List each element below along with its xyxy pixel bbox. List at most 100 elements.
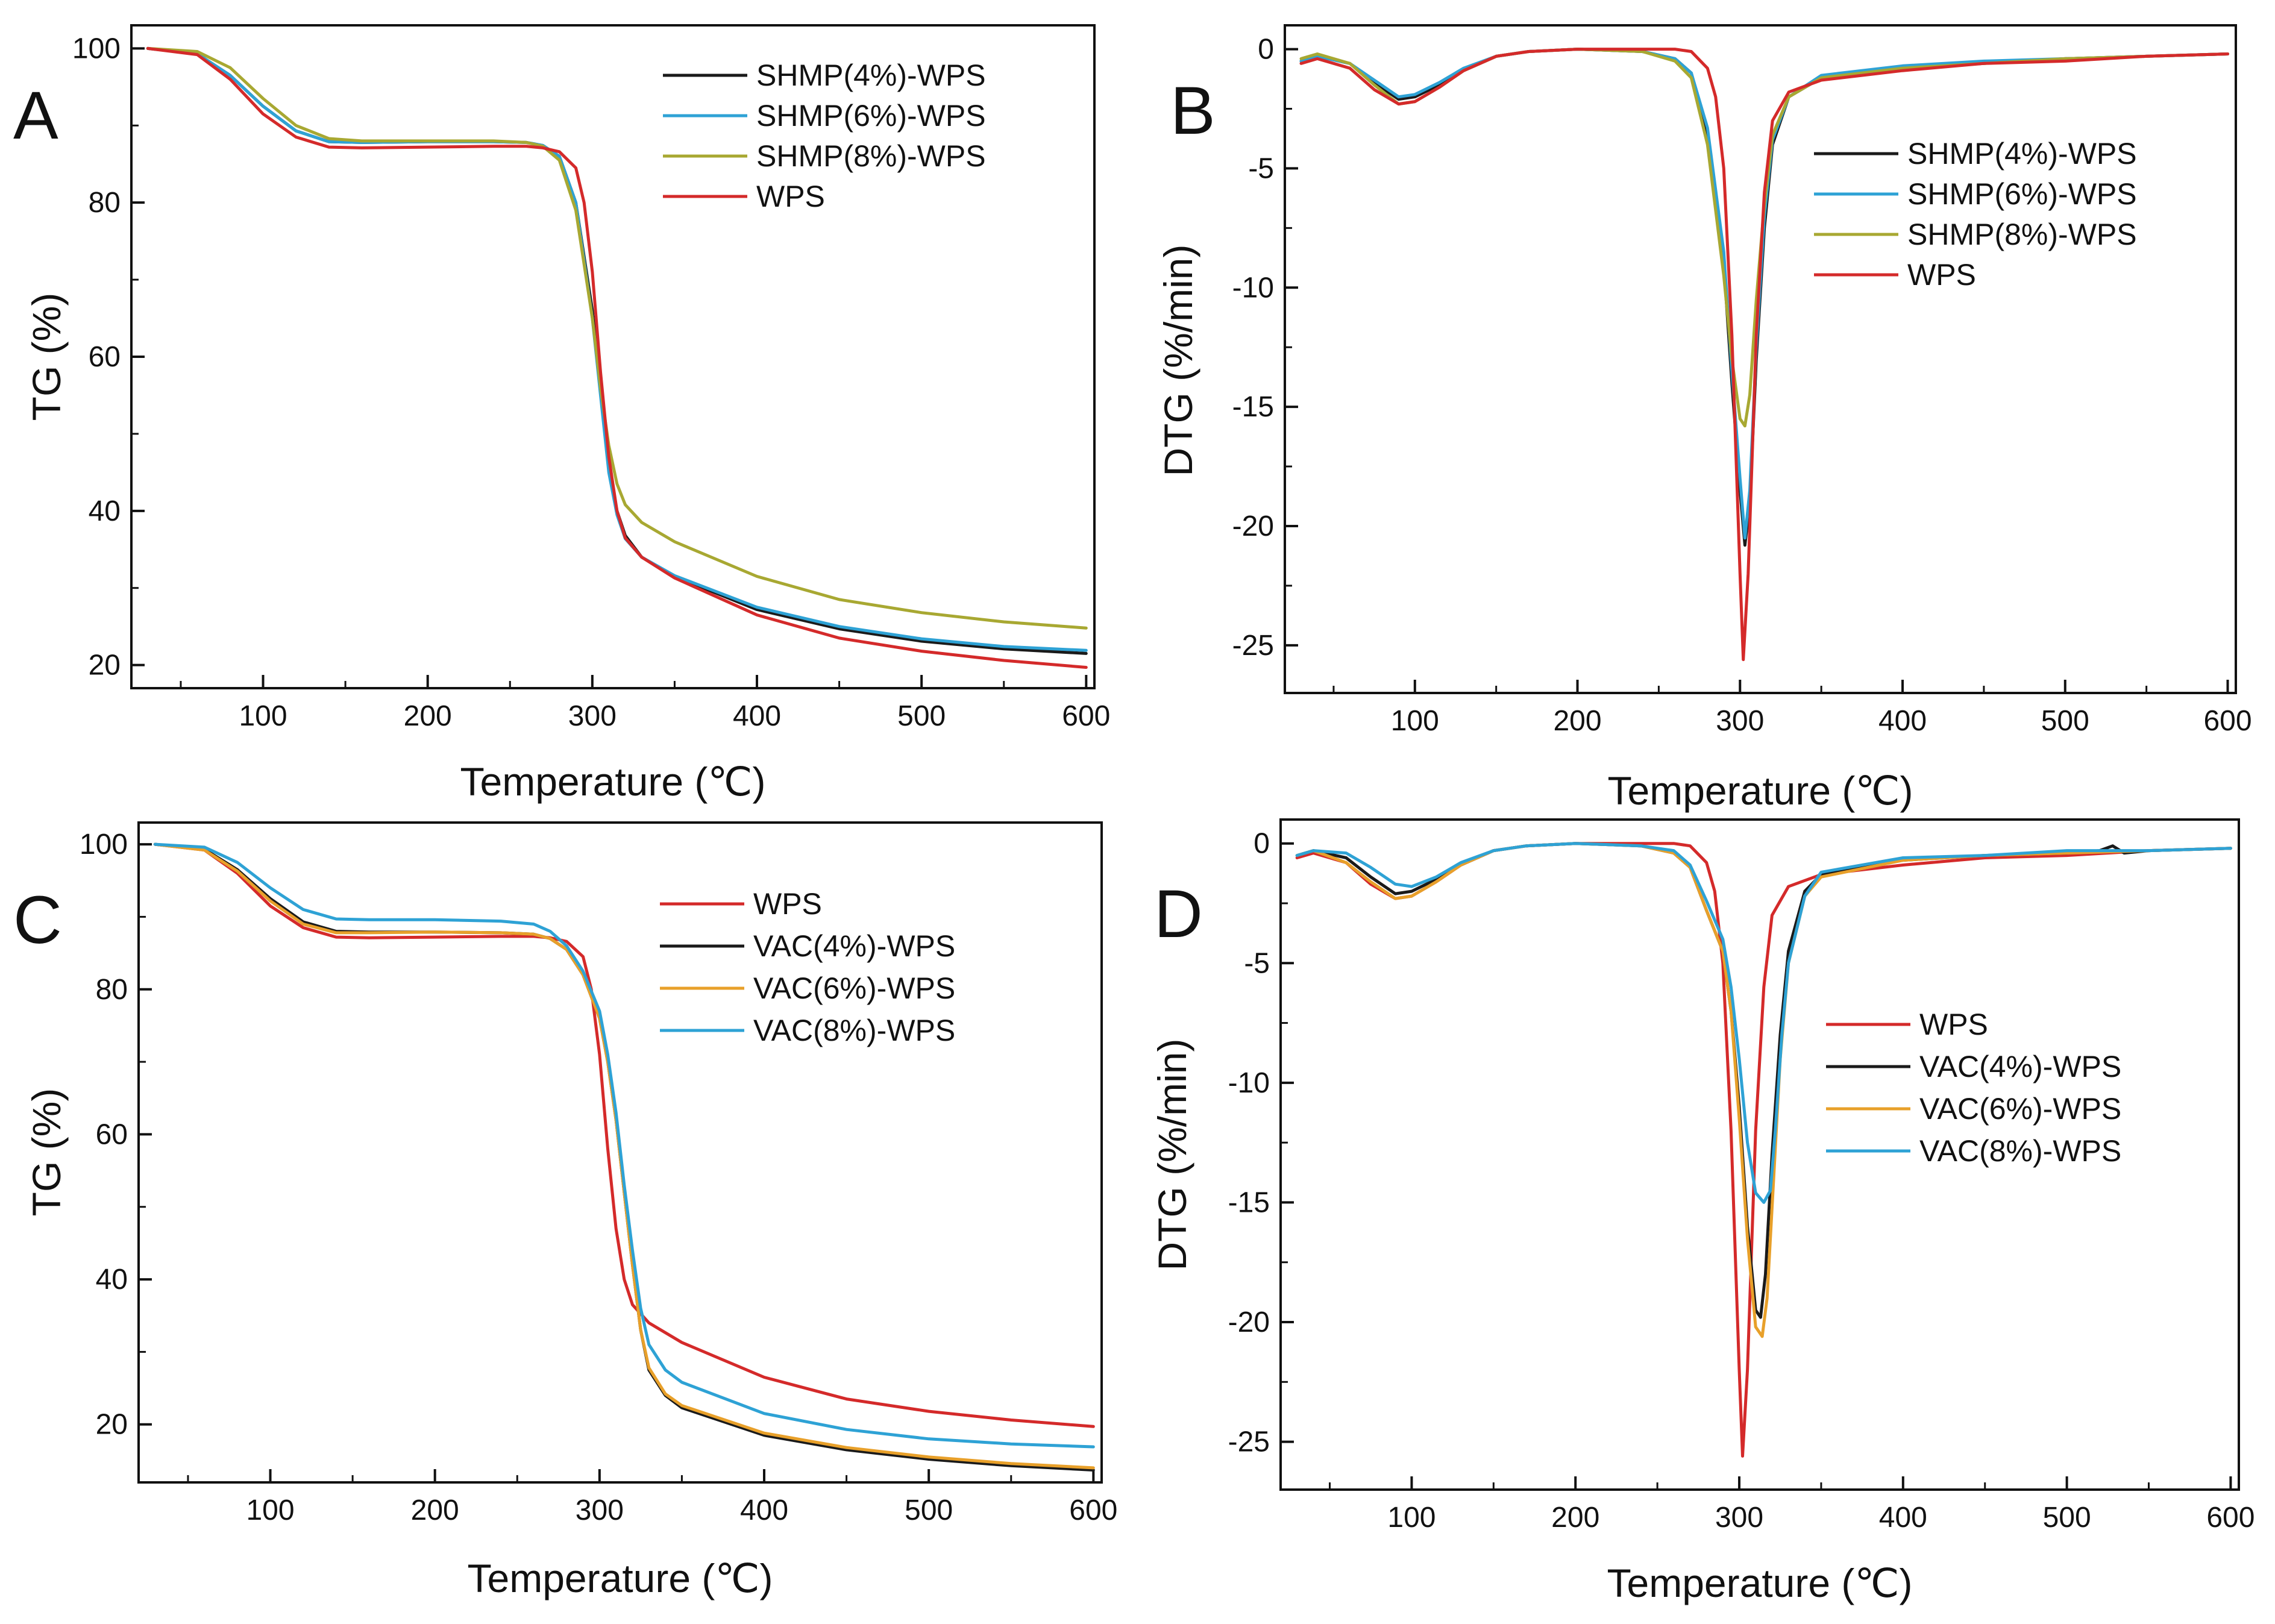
y-tick-label-a: 60: [89, 341, 121, 373]
legend-label-d: VAC(8%)-WPS: [1919, 1134, 2121, 1168]
plot-frame-d: [1279, 818, 2240, 1491]
y-tick-label-d: 0: [1254, 828, 1270, 860]
x-tick-label-d: 300: [1715, 1502, 1763, 1534]
panel-d: D DTG (%/min) Temperature (℃) 100 200 300 4…: [1150, 818, 2255, 1605]
ylabel-b: DTG (%/min): [1156, 245, 1200, 477]
legend-label-d: WPS: [1919, 1008, 1988, 1041]
y-tick-label-d: -15: [1228, 1187, 1270, 1218]
legend-label-a: SHMP(8%)-WPS: [756, 139, 986, 173]
y-tick-label-a: 40: [89, 495, 121, 527]
series-line-b-shmp-6-wps: [1299, 48, 2229, 540]
legend-label-c: VAC(8%)-WPS: [753, 1014, 955, 1047]
x-tick-label-a: 300: [568, 700, 617, 732]
lines-d: [1295, 842, 2232, 1458]
xlabel-c: Temperature (℃): [468, 1556, 773, 1600]
series-line-a-shmp-6-wps: [146, 46, 1088, 652]
ticks-d: 100 200 300 400 500 600 0 -5 -10 -15 -20 -25: [1228, 828, 2255, 1534]
x-tick-label-b: 400: [1878, 705, 1927, 737]
legend-b: SHMP(4%)-WPS SHMP(6%)-WPS SHMP(8%)-WPS WPS: [1814, 137, 2137, 292]
y-tick-label-b: -25: [1232, 630, 1274, 662]
legend-label-c: VAC(4%)-WPS: [753, 929, 955, 963]
y-tick-label-a: 20: [89, 650, 121, 682]
x-tick-label-a: 500: [897, 700, 946, 732]
xlabel-a: Temperature (℃): [460, 759, 766, 804]
x-tick-label-b: 300: [1716, 705, 1764, 737]
y-tick-label-b: -15: [1232, 391, 1274, 423]
y-tick-label-b: 0: [1258, 34, 1274, 66]
legend-a: SHMP(4%)-WPS SHMP(6%)-WPS SHMP(8%)-WPS WPS: [663, 58, 986, 213]
legend-c: WPS VAC(4%)-WPS VAC(6%)-WPS VAC(8%)-WPS: [660, 887, 955, 1047]
legend-label-d: VAC(6%)-WPS: [1919, 1092, 2121, 1126]
ticks-b: 100 200 300 400 500 600 0 -5 -10 -15 -20 -25: [1232, 34, 2252, 737]
panel-a: A TG (%) Temperature (℃) 100 200 300 400 500…: [13, 24, 1110, 804]
legend-label-a: SHMP(6%)-WPS: [756, 99, 986, 133]
series-line-d-vac-8-wps: [1295, 842, 2232, 1204]
series-line-a-wps: [146, 46, 1088, 669]
lines-a: [146, 46, 1088, 669]
legend-label-b: SHMP(6%)-WPS: [1907, 177, 2137, 211]
y-tick-label-c: 60: [96, 1118, 128, 1150]
x-tick-label-d: 100: [1387, 1502, 1436, 1534]
series-line-c-vac-8-wps: [153, 842, 1095, 1449]
ticks-a: 100 200 300 400 500 600 20 40 60 80 100: [72, 33, 1110, 732]
y-tick-label-a: 100: [72, 33, 121, 64]
x-tick-label-d: 600: [2206, 1502, 2255, 1534]
ylabel-a: TG (%): [24, 293, 69, 421]
ticks-c: 100 200 300 400 500 600 20 40 60 80 100: [80, 829, 1117, 1526]
x-tick-label-a: 400: [733, 700, 781, 732]
xlabel-b: Temperature (℃): [1608, 768, 1913, 813]
x-tick-label-b: 500: [2041, 705, 2089, 737]
series-line-c-wps: [153, 842, 1095, 1428]
x-tick-label-c: 600: [1069, 1494, 1117, 1526]
x-tick-label-c: 200: [411, 1494, 459, 1526]
legend-label-c: VAC(6%)-WPS: [753, 971, 955, 1005]
ylabel-d: DTG (%/min): [1150, 1039, 1194, 1271]
panel-letter-a: A: [13, 78, 58, 153]
x-tick-label-b: 200: [1553, 705, 1601, 737]
x-tick-label-a: 100: [239, 700, 287, 732]
y-tick-label-c: 100: [80, 829, 128, 861]
legend-label-b: SHMP(4%)-WPS: [1907, 137, 2137, 171]
series-line-d-vac-6-wps: [1295, 842, 2232, 1338]
legend-label-a: WPS: [756, 180, 825, 213]
x-tick-label-b: 100: [1391, 705, 1439, 737]
y-tick-label-b: -10: [1232, 272, 1274, 304]
y-tick-label-b: -5: [1248, 152, 1274, 184]
plot-frame-c: [137, 821, 1103, 1484]
xlabel-d: Temperature (℃): [1607, 1561, 1913, 1605]
ylabel-c: TG (%): [24, 1088, 69, 1217]
x-tick-label-c: 500: [905, 1494, 953, 1526]
x-tick-label-c: 400: [740, 1494, 788, 1526]
y-tick-label-c: 40: [96, 1264, 128, 1296]
y-tick-label-a: 80: [89, 187, 121, 219]
y-tick-label-d: -25: [1228, 1426, 1270, 1458]
x-tick-label-c: 300: [576, 1494, 624, 1526]
panel-b: B DTG (%/min) Temperature (℃) 100 200 300 4…: [1156, 24, 2252, 813]
lines-c: [153, 842, 1095, 1472]
y-tick-label-c: 20: [96, 1409, 128, 1441]
legend-d: WPS VAC(4%)-WPS VAC(6%)-WPS VAC(8%)-WPS: [1826, 1008, 2121, 1168]
legend-label-b: WPS: [1907, 258, 1976, 292]
legend-label-a: SHMP(4%)-WPS: [756, 58, 986, 92]
x-tick-label-d: 400: [1879, 1502, 1927, 1534]
panel-letter-b: B: [1170, 73, 1216, 148]
lines-b: [1299, 48, 2229, 662]
x-tick-label-d: 500: [2043, 1502, 2091, 1534]
y-tick-label-d: -20: [1228, 1306, 1270, 1338]
series-line-b-wps: [1299, 48, 2229, 662]
x-tick-label-b: 600: [2203, 705, 2251, 737]
legend-label-c: WPS: [753, 887, 822, 921]
y-tick-label-c: 80: [96, 974, 128, 1006]
y-tick-label-d: -5: [1244, 947, 1270, 979]
y-tick-label-b: -20: [1232, 510, 1274, 542]
x-tick-label-c: 100: [246, 1494, 294, 1526]
panel-letter-d: D: [1154, 876, 1203, 952]
x-tick-label-a: 600: [1062, 700, 1110, 732]
series-line-a-shmp-8-wps: [146, 46, 1088, 630]
plot-frame-b: [1284, 24, 2237, 694]
x-tick-label-a: 200: [404, 700, 452, 732]
y-tick-label-d: -10: [1228, 1067, 1270, 1099]
series-line-b-shmp-4-wps: [1299, 48, 2229, 547]
legend-label-b: SHMP(8%)-WPS: [1907, 218, 2137, 251]
